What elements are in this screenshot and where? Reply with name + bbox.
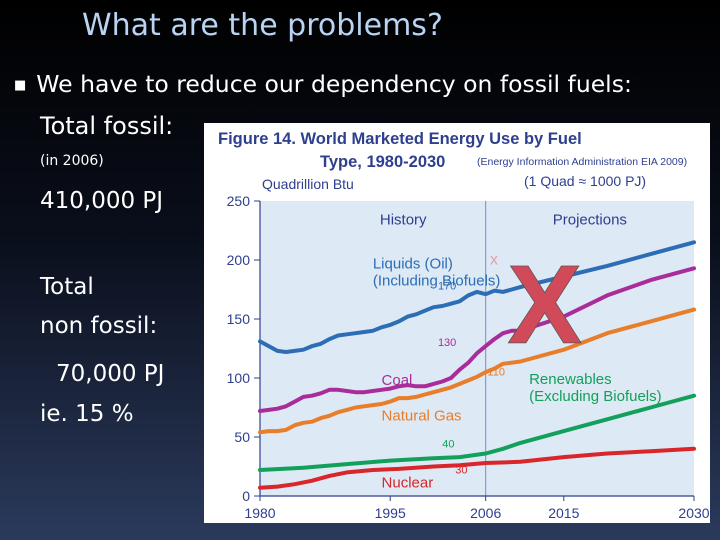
x-tick-label: 1995 — [375, 505, 406, 521]
series-end-value-liquids: 170 — [438, 281, 456, 293]
x-tick-label: 2015 — [548, 505, 579, 521]
chart-title-line1: Figure 14. World Marketed Energy Use by … — [218, 130, 582, 148]
x-tick-label: 1980 — [244, 505, 275, 521]
series-label-line: Liquids (Oil) — [373, 255, 453, 272]
y-tick-label: 100 — [227, 370, 251, 386]
series-label-renewables: Renewables (Excluding Biofuels) — [529, 371, 662, 405]
series-line-nuclear — [258, 446, 696, 490]
series-label-nuclear: Nuclear — [382, 475, 434, 492]
series-end-value-natural_gas: 110 — [487, 367, 505, 379]
series-label-line: (Including Biofuels) — [373, 272, 501, 289]
energy-chart-figure: Figure 14. World Marketed Energy Use by … — [204, 123, 710, 523]
chart-source-note: (Energy Information Administration EIA 2… — [477, 156, 687, 168]
y-tick-label: 50 — [234, 429, 250, 445]
unit-conversion-note: (1 Quad ≈ 1000 PJ) — [524, 173, 646, 189]
series-label-liquids: Liquids (Oil) (Including Biofuels) — [373, 255, 501, 289]
bullet-text: We have to reduce our dependency on foss… — [36, 70, 632, 98]
x-tick-label: 2030 — [678, 505, 709, 521]
y-tick-label: 200 — [227, 252, 251, 268]
series-line-liquids — [258, 240, 696, 354]
series-end-value-nuclear: 30 — [455, 465, 467, 477]
energy-chart: Figure 14. World Marketed Energy Use by … — [218, 130, 710, 521]
y-tick-label: 0 — [242, 488, 250, 504]
series-label-line: (Excluding Biofuels) — [529, 388, 662, 405]
slide-title: What are the problems? — [82, 8, 443, 43]
y-tick-label: 150 — [227, 311, 251, 327]
plot-background — [260, 201, 694, 496]
percent-share: ie. 15 % — [40, 401, 134, 427]
y-tick-label: 250 — [227, 193, 251, 209]
big-x-mark: X — [508, 244, 581, 367]
total-label: Total — [40, 274, 94, 300]
series-label-line: Coal — [382, 372, 413, 389]
series-end-value-renewables: 40 — [442, 439, 454, 451]
plot-area: 0 50 100 150 200 250 1980 1995 2006 2015 2030 Histo… — [227, 193, 710, 521]
non-fossil-label: non fossil: — [40, 313, 158, 339]
history-label: History — [380, 212, 427, 229]
bullet-square-icon: ■ — [14, 78, 27, 93]
series-label-line: Nuclear — [382, 475, 434, 492]
series-line-coal — [258, 266, 696, 413]
y-axis-label: Quadrillion Btu — [262, 176, 354, 192]
year-note: (in 2006) — [40, 153, 104, 169]
series-label-line: Renewables — [529, 371, 612, 388]
series-line-natural_gas — [258, 307, 696, 435]
small-x-mark: x — [490, 252, 498, 269]
x-tick-label: 2006 — [470, 505, 501, 521]
series-label-natural_gas: Natural Gas — [382, 407, 462, 424]
total-fossil-label: Total fossil: — [40, 112, 174, 140]
series-end-value-coal: 130 — [438, 337, 456, 349]
series-line-renewables — [258, 393, 696, 472]
non-fossil-value: 70,000 PJ — [56, 361, 165, 387]
series-label-coal: Coal — [382, 372, 413, 389]
chart-title-line2: Type, 1980-2030 — [320, 153, 445, 171]
series-label-line: Natural Gas — [382, 407, 462, 424]
bullet-point: ■ We have to reduce our dependency on fos… — [14, 70, 632, 98]
fossil-value: 410,000 PJ — [40, 188, 164, 214]
projections-label: Projections — [553, 212, 627, 229]
